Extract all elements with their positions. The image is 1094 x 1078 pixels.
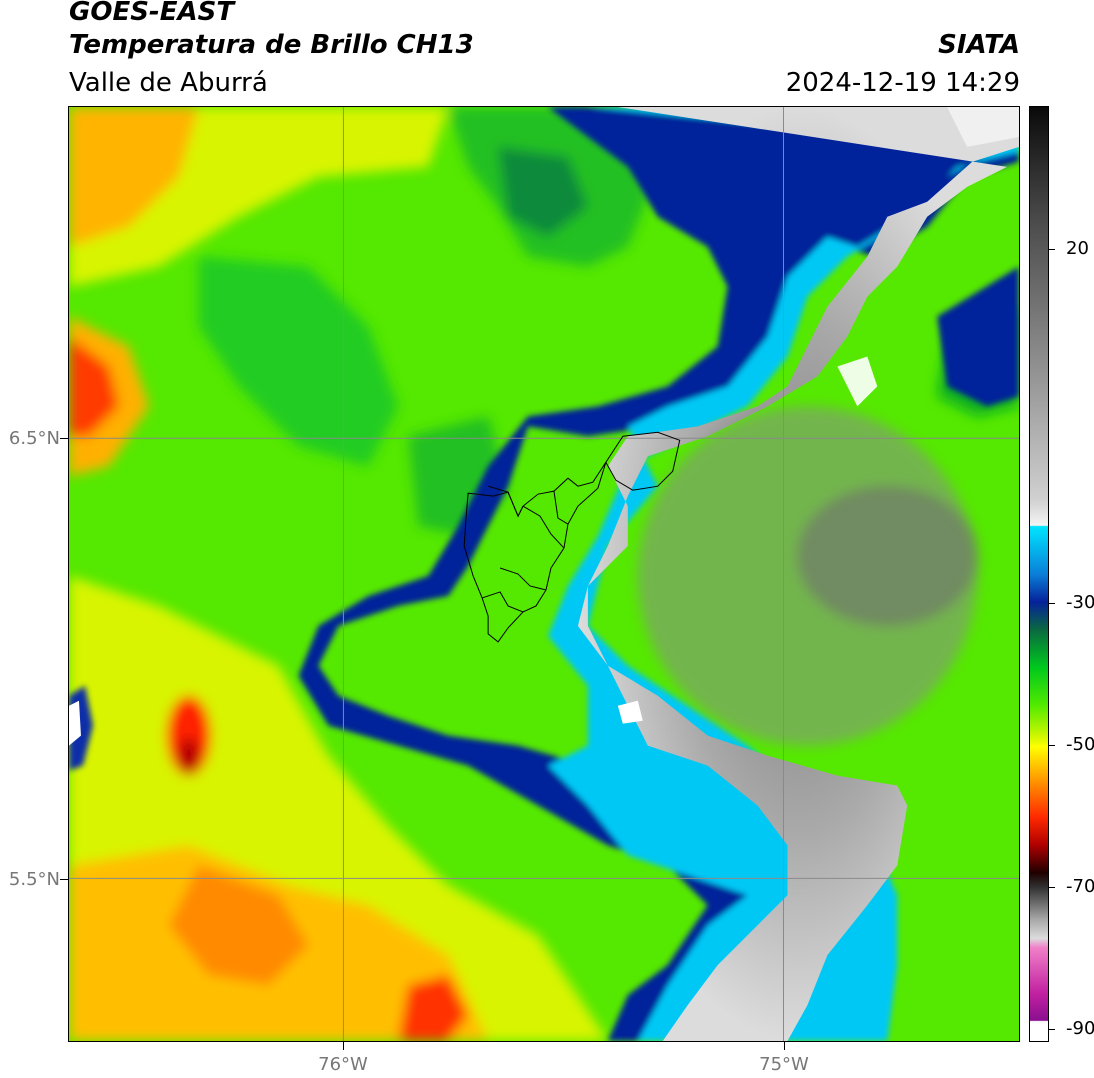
- lat-tick-5-5: [60, 879, 68, 880]
- lon-label-75: 75°W: [759, 1054, 809, 1075]
- brightness-temperature-field: [69, 107, 1019, 1041]
- timestamp-label: 2024-12-19 14:29: [785, 68, 1020, 98]
- colorbar-label-minus-30: -30: [1066, 592, 1094, 613]
- region-label: Valle de Aburrá: [69, 68, 268, 98]
- lat-label-6-5: 6.5°N: [8, 428, 60, 449]
- agency-label: SIATA: [938, 30, 1020, 60]
- colorbar-tick-minus-50: [1049, 745, 1055, 746]
- lat-label-5-5: 5.5°N: [8, 869, 60, 890]
- lon-tick-75: [784, 1042, 785, 1050]
- latitude-gridlines: [69, 437, 1019, 879]
- product-title: Temperatura de Brillo CH13: [69, 30, 474, 60]
- satellite-title: GOES-EAST: [69, 0, 235, 27]
- colorbar-label-minus-70: -70: [1066, 876, 1094, 897]
- lon-tick-76: [343, 1042, 344, 1050]
- longitude-gridlines: [342, 107, 784, 1041]
- colorbar-label-20: 20: [1066, 238, 1089, 259]
- lon-label-76: 76°W: [318, 1054, 368, 1075]
- temperature-colorbar: [1029, 106, 1049, 1042]
- colorbar-gradient: [1030, 107, 1048, 1041]
- satellite-map: [68, 106, 1020, 1042]
- lat-tick-6-5: [60, 438, 68, 439]
- colorbar-tick-minus-90: [1049, 1029, 1055, 1030]
- colorbar-tick-20: [1049, 249, 1055, 250]
- colorbar-tick-minus-70: [1049, 887, 1055, 888]
- colorbar-label-minus-90: -90: [1066, 1018, 1094, 1039]
- colorbar-label-minus-50: -50: [1066, 734, 1094, 755]
- aburra-valley-boundaries: [463, 431, 681, 643]
- colorbar-tick-minus-30: [1049, 603, 1055, 604]
